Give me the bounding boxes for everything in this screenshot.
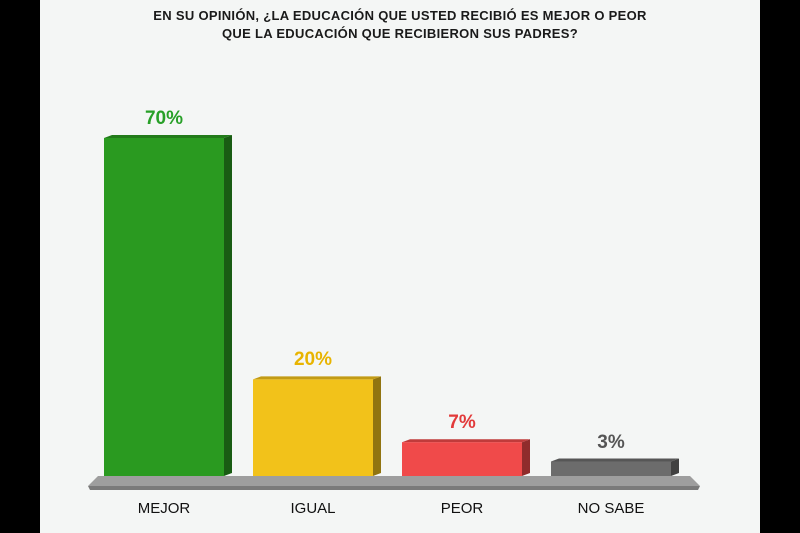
bar-mejor xyxy=(104,135,232,476)
bar-front xyxy=(104,138,224,476)
category-label: PEOR xyxy=(440,500,484,517)
bar-peor xyxy=(402,439,530,476)
value-label: 7% xyxy=(448,412,476,434)
bar-side xyxy=(373,376,381,476)
chart-panel: EN SU OPINIÓN, ¿LA EDUCACIÓN QUE USTED R… xyxy=(40,0,760,533)
bar-side xyxy=(522,439,530,476)
bar-side xyxy=(671,458,679,476)
value-label: 3% xyxy=(597,431,625,453)
category-label: MEJOR xyxy=(137,500,191,517)
bar-igual xyxy=(253,376,381,476)
value-label: 70% xyxy=(144,108,184,129)
chart-floor-edge xyxy=(88,486,700,490)
bar-front xyxy=(402,442,522,476)
category-label: NO SABE xyxy=(577,500,645,517)
bar-top xyxy=(104,135,232,138)
bar-top xyxy=(551,458,679,462)
value-label: 20% xyxy=(293,349,333,371)
bar-side xyxy=(224,135,232,476)
bar-front xyxy=(551,461,671,476)
bar-chart xyxy=(88,135,700,490)
bar-no-sabe xyxy=(551,458,679,476)
bar-front xyxy=(253,379,373,476)
chart-title-line-2: QUE LA EDUCACIÓN QUE RECIBIERON SUS PADR… xyxy=(222,26,578,41)
bar-top xyxy=(253,376,381,380)
chart-title-line-1: EN SU OPINIÓN, ¿LA EDUCACIÓN QUE USTED R… xyxy=(153,8,647,23)
chart-floor xyxy=(88,476,700,486)
category-label: IGUAL xyxy=(290,500,336,517)
bar-top xyxy=(402,439,530,443)
